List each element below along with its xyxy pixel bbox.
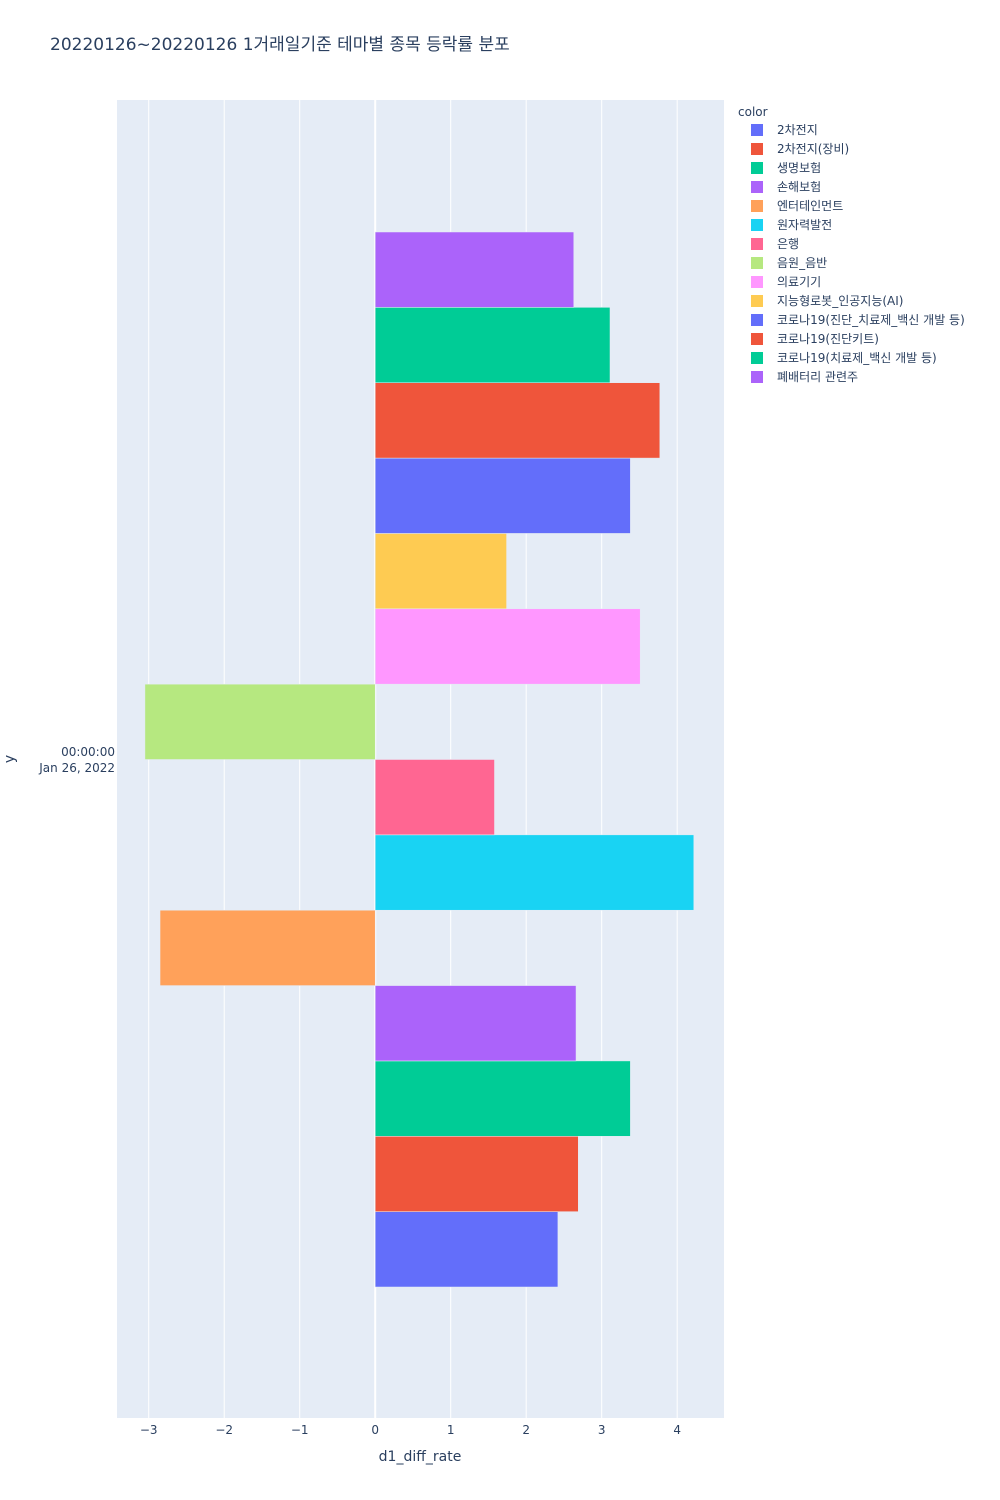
x-tick-label: 2 xyxy=(522,1423,530,1437)
y-tick-label-date: Jan 26, 2022 xyxy=(38,761,115,775)
x-tick-label: −1 xyxy=(291,1423,309,1437)
bar xyxy=(374,1136,579,1212)
bar xyxy=(374,457,631,534)
bar xyxy=(374,533,507,610)
legend-swatch[interactable] xyxy=(751,200,763,212)
bar xyxy=(374,608,641,685)
legend-swatch[interactable] xyxy=(751,219,763,231)
legend-swatch[interactable] xyxy=(751,124,763,136)
legend: color 2차전지 2차전지(장비) 생명보험손해보험엔터테인먼트원자력발전은행음… xyxy=(738,105,965,384)
legend-item-label[interactable]: 엔터테인먼트 xyxy=(777,199,843,213)
x-tick-label: 4 xyxy=(673,1423,681,1437)
legend-item-label[interactable]: 손해보험 xyxy=(777,180,821,194)
bar xyxy=(159,909,376,986)
legend-item-label[interactable]: 2차전지 xyxy=(777,123,818,137)
bar xyxy=(374,1060,631,1137)
legend-swatch[interactable] xyxy=(751,238,763,250)
legend-item-label[interactable]: 음원_음반 xyxy=(777,256,827,270)
bar xyxy=(374,307,611,383)
bar xyxy=(374,382,661,459)
x-tick-label: 0 xyxy=(371,1423,379,1437)
legend-item-label[interactable]: 폐배터리 관련주 xyxy=(777,370,858,384)
bar xyxy=(144,683,376,760)
legend-item-label[interactable]: 원자력발전 xyxy=(777,218,832,232)
x-tick-label: 3 xyxy=(598,1423,606,1437)
legend-swatch[interactable] xyxy=(751,333,763,345)
legend-swatch[interactable] xyxy=(751,371,763,383)
bar xyxy=(374,985,577,1062)
legend-item-label[interactable]: 코로나19(진단_치료제_백신 개발 등) xyxy=(777,313,965,327)
legend-swatch[interactable] xyxy=(751,276,763,288)
chart-title: 20220126~20220126 1거래일기준 테마별 종목 등락률 분포 xyxy=(50,35,510,55)
bar xyxy=(374,834,695,911)
legend-swatch[interactable] xyxy=(751,314,763,326)
bars xyxy=(144,231,695,1288)
legend-swatch[interactable] xyxy=(751,143,763,155)
legend-item-label[interactable]: 지능형로봇_인공지능(AI) xyxy=(777,294,903,308)
x-tick-labels: −3 −2 −1 0 1 2 3 4 xyxy=(140,1423,681,1437)
x-tick-label: −2 xyxy=(215,1423,233,1437)
y-tick-label-time: 00:00:00 xyxy=(61,745,115,759)
bar xyxy=(374,231,575,308)
legend-item-label[interactable]: 2차전지(장비) xyxy=(777,142,849,156)
legend-item-label[interactable]: 은행 xyxy=(777,236,799,251)
legend-item-label[interactable]: 코로나19(진단키트) xyxy=(777,332,879,346)
x-tick-label: −3 xyxy=(140,1423,158,1437)
legend-swatch[interactable] xyxy=(751,162,763,174)
legend-swatch[interactable] xyxy=(751,295,763,307)
legend-swatch[interactable] xyxy=(751,181,763,193)
x-axis-title: d1_diff_rate xyxy=(379,1449,462,1465)
legend-swatch[interactable] xyxy=(751,257,763,269)
legend-swatch[interactable] xyxy=(751,352,763,364)
legend-item-label[interactable]: 의료기기 xyxy=(777,275,821,289)
y-axis-title: y xyxy=(2,755,18,763)
legend-item-label[interactable]: 코로나19(치료제_백신 개발 등) xyxy=(777,351,937,365)
legend-item-label[interactable]: 생명보험 xyxy=(777,161,821,175)
bar xyxy=(374,1211,559,1288)
x-tick-label: 1 xyxy=(447,1423,455,1437)
bar xyxy=(374,759,495,836)
legend-title: color xyxy=(738,105,768,119)
